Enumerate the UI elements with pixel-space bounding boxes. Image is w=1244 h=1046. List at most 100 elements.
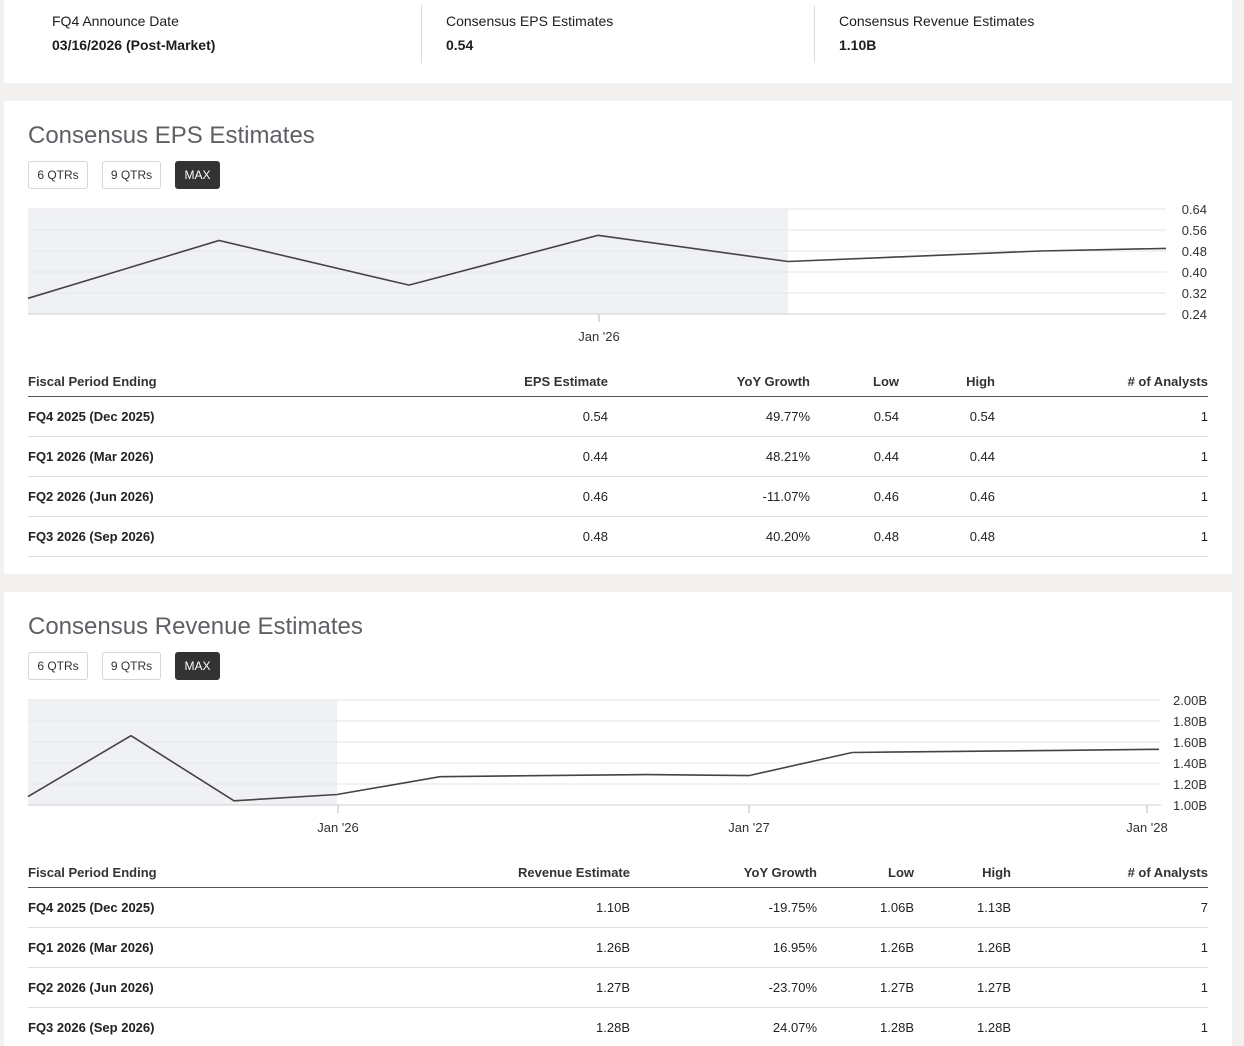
revenue-estimate: 1.27B: [258, 967, 630, 1008]
eps-estimates-table: Fiscal Period Ending EPS Estimate YoY Gr…: [28, 370, 1208, 557]
yoy-growth: -19.75%: [630, 887, 817, 928]
revenue-max-button[interactable]: MAX: [175, 652, 220, 680]
y-tick-label: 0.32: [1182, 286, 1207, 301]
fiscal-period: FQ2 2026 (Jun 2026): [28, 476, 258, 517]
x-tick-label: Jan '26: [317, 820, 359, 835]
y-tick-label: 0.56: [1182, 223, 1207, 238]
col-fiscal-period: Fiscal Period Ending: [28, 370, 258, 397]
eps-line-chart: 0.64 0.56 0.48 0.40 0.32 0.24 Jan '26: [27, 202, 1207, 344]
eps-estimate: 0.44: [258, 436, 608, 477]
earnings-summary: FQ4 Announce Date 03/16/2026 (Post-Marke…: [4, 0, 1232, 83]
summary-divider: [814, 5, 815, 63]
announce-date-label: FQ4 Announce Date: [52, 13, 179, 29]
series-line: [27, 234, 1167, 300]
fiscal-period: FQ1 2026 (Mar 2026): [28, 927, 258, 968]
col-revenue-estimate: Revenue Estimate: [258, 861, 630, 888]
table-row: FQ2 2026 (Jun 2026) 1.27B -23.70% 1.27B …: [28, 967, 1208, 1008]
fiscal-period: FQ3 2026 (Sep 2026): [28, 1007, 258, 1046]
low: 1.26B: [817, 927, 914, 968]
table-row: FQ3 2026 (Sep 2026) 0.48 40.20% 0.48 0.4…: [28, 516, 1208, 557]
table-row: FQ3 2026 (Sep 2026) 1.28B 24.07% 1.28B 1…: [28, 1007, 1208, 1046]
table-row: FQ1 2026 (Mar 2026) 0.44 48.21% 0.44 0.4…: [28, 436, 1208, 477]
analysts: 1: [1011, 927, 1208, 968]
table-header-row: Fiscal Period Ending EPS Estimate YoY Gr…: [28, 370, 1208, 397]
table-header-row: Fiscal Period Ending Revenue Estimate Yo…: [28, 861, 1208, 888]
low: 1.28B: [817, 1007, 914, 1046]
x-tick-label: Jan '26: [578, 329, 620, 344]
col-analysts: # of Analysts: [995, 370, 1208, 397]
revenue-estimates-table: Fiscal Period Ending Revenue Estimate Yo…: [28, 861, 1208, 1046]
eps-estimate: 0.46: [258, 476, 608, 517]
col-high: High: [914, 861, 1011, 888]
low: 0.54: [810, 396, 899, 437]
y-tick-label: 1.60B: [1173, 735, 1207, 750]
y-tick-label: 1.20B: [1173, 777, 1207, 792]
revenue-estimate: 1.26B: [258, 927, 630, 968]
high: 0.44: [899, 436, 995, 477]
yoy-growth: 49.77%: [608, 396, 810, 437]
analysts: 1: [995, 516, 1208, 557]
series-line: [27, 734, 1160, 802]
revenue-line-chart: 2.00B 1.80B 1.60B 1.40B 1.20B 1.00B Jan '26 Jan…: [27, 693, 1207, 835]
announce-date-value: 03/16/2026 (Post-Market): [52, 37, 216, 53]
eps-estimate: 0.54: [258, 396, 608, 437]
revenue-summary-label: Consensus Revenue Estimates: [839, 13, 1035, 29]
table-row: FQ1 2026 (Mar 2026) 1.26B 16.95% 1.26B 1…: [28, 927, 1208, 968]
eps-estimate: 0.48: [258, 516, 608, 557]
table-row: FQ2 2026 (Jun 2026) 0.46 -11.07% 0.46 0.…: [28, 476, 1208, 517]
low: 1.27B: [817, 967, 914, 1008]
revenue-panel-title: Consensus Revenue Estimates: [28, 613, 363, 640]
fiscal-period: FQ4 2025 (Dec 2025): [28, 887, 258, 928]
y-tick-label: 1.00B: [1173, 798, 1207, 813]
eps-max-button[interactable]: MAX: [175, 161, 220, 189]
historical-shade: [28, 209, 788, 314]
low: 1.06B: [817, 887, 914, 928]
y-tick-label: 0.24: [1182, 307, 1207, 322]
col-yoy-growth: YoY Growth: [630, 861, 817, 888]
revenue-6-qtrs-button[interactable]: 6 QTRs: [28, 652, 88, 680]
col-low: Low: [810, 370, 899, 397]
analysts: 1: [1011, 1007, 1208, 1046]
col-eps-estimate: EPS Estimate: [258, 370, 608, 397]
col-low: Low: [817, 861, 914, 888]
y-tick-label: 1.80B: [1173, 714, 1207, 729]
col-high: High: [899, 370, 995, 397]
revenue-9-qtrs-button[interactable]: 9 QTRs: [102, 652, 161, 680]
y-tick-label: 0.64: [1182, 202, 1207, 217]
revenue-estimates-panel: Consensus Revenue Estimates 6 QTRs 9 QTR…: [4, 592, 1232, 1046]
high: 1.28B: [914, 1007, 1011, 1046]
summary-divider: [421, 5, 422, 63]
yoy-growth: -11.07%: [608, 476, 810, 517]
y-tick-label: 0.48: [1182, 244, 1207, 259]
analysts: 1: [1011, 967, 1208, 1008]
historical-shade: [28, 700, 337, 805]
eps-summary-value: 0.54: [446, 37, 474, 53]
high: 1.26B: [914, 927, 1011, 968]
yoy-growth: 16.95%: [630, 927, 817, 968]
col-fiscal-period: Fiscal Period Ending: [28, 861, 258, 888]
col-analysts: # of Analysts: [1011, 861, 1208, 888]
eps-panel-title: Consensus EPS Estimates: [28, 122, 315, 149]
analysts: 1: [995, 476, 1208, 517]
fiscal-period: FQ2 2026 (Jun 2026): [28, 967, 258, 1008]
eps-9-qtrs-button[interactable]: 9 QTRs: [102, 161, 161, 189]
revenue-estimate: 1.28B: [258, 1007, 630, 1046]
eps-estimates-panel: Consensus EPS Estimates 6 QTRs 9 QTRs MA…: [4, 101, 1232, 574]
col-yoy-growth: YoY Growth: [608, 370, 810, 397]
eps-summary-label: Consensus EPS Estimates: [446, 13, 614, 29]
high: 0.54: [899, 396, 995, 437]
low: 0.48: [810, 516, 899, 557]
analysts: 1: [995, 396, 1208, 437]
fiscal-period: FQ3 2026 (Sep 2026): [28, 516, 258, 557]
high: 0.46: [899, 476, 995, 517]
yoy-growth: 48.21%: [608, 436, 810, 477]
analysts: 1: [995, 436, 1208, 477]
eps-6-qtrs-button[interactable]: 6 QTRs: [28, 161, 88, 189]
x-tick-label: Jan '27: [728, 820, 770, 835]
y-tick-label: 1.40B: [1173, 756, 1207, 771]
x-tick-label: Jan '28: [1126, 820, 1168, 835]
yoy-growth: -23.70%: [630, 967, 817, 1008]
analysts: 7: [1011, 887, 1208, 928]
fiscal-period: FQ4 2025 (Dec 2025): [28, 396, 258, 437]
revenue-summary-value: 1.10B: [839, 37, 877, 53]
